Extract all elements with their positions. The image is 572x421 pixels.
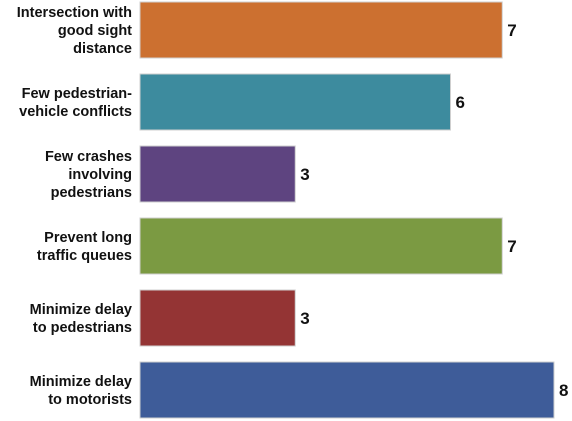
category-label-line: Minimize delay (30, 302, 132, 318)
value-label-1: 6 (456, 93, 465, 112)
category-label-line: vehicle conflicts (19, 104, 132, 120)
category-label-line: involving (68, 167, 132, 183)
category-label-4: Minimize delay to pedestrians (30, 302, 132, 336)
category-label-2: Few crashes involving pedestrians (45, 149, 132, 201)
value-label-5: 8 (559, 381, 568, 400)
category-label-3: Prevent long traffic queues (37, 230, 132, 264)
bar-5 (139, 361, 555, 419)
category-label-line: Minimize delay (30, 374, 132, 390)
category-labels-layer: Intersection with good sight distance Few p… (17, 5, 132, 408)
bar-0 (139, 1, 503, 59)
value-label-3: 7 (507, 237, 516, 256)
category-label-line: to pedestrians (33, 320, 132, 336)
category-label-line: distance (73, 41, 132, 57)
category-label-line: pedestrians (51, 185, 132, 201)
category-label-line: Few pedestrian- (22, 86, 133, 102)
value-labels-layer: 7 6 3 7 3 8 (300, 21, 568, 400)
category-label-line: good sight (58, 23, 132, 39)
category-label-line: Prevent long (44, 230, 132, 246)
category-label-line: Intersection with (17, 5, 132, 21)
bar-2 (139, 145, 296, 203)
category-label-0: Intersection with good sight distance (17, 5, 132, 57)
bars-layer (139, 1, 555, 419)
category-label-line: to motorists (48, 392, 132, 408)
category-label-5: Minimize delay to motorists (30, 374, 132, 408)
bar-1 (139, 73, 451, 131)
category-label-line: traffic queues (37, 248, 132, 264)
category-label-line: Few crashes (45, 149, 132, 165)
bar-3 (139, 217, 503, 275)
bar-4 (139, 289, 296, 347)
value-label-0: 7 (507, 21, 516, 40)
category-label-1: Few pedestrian-vehicle conflicts (19, 86, 132, 120)
value-label-4: 3 (300, 309, 309, 328)
value-label-2: 3 (300, 165, 309, 184)
